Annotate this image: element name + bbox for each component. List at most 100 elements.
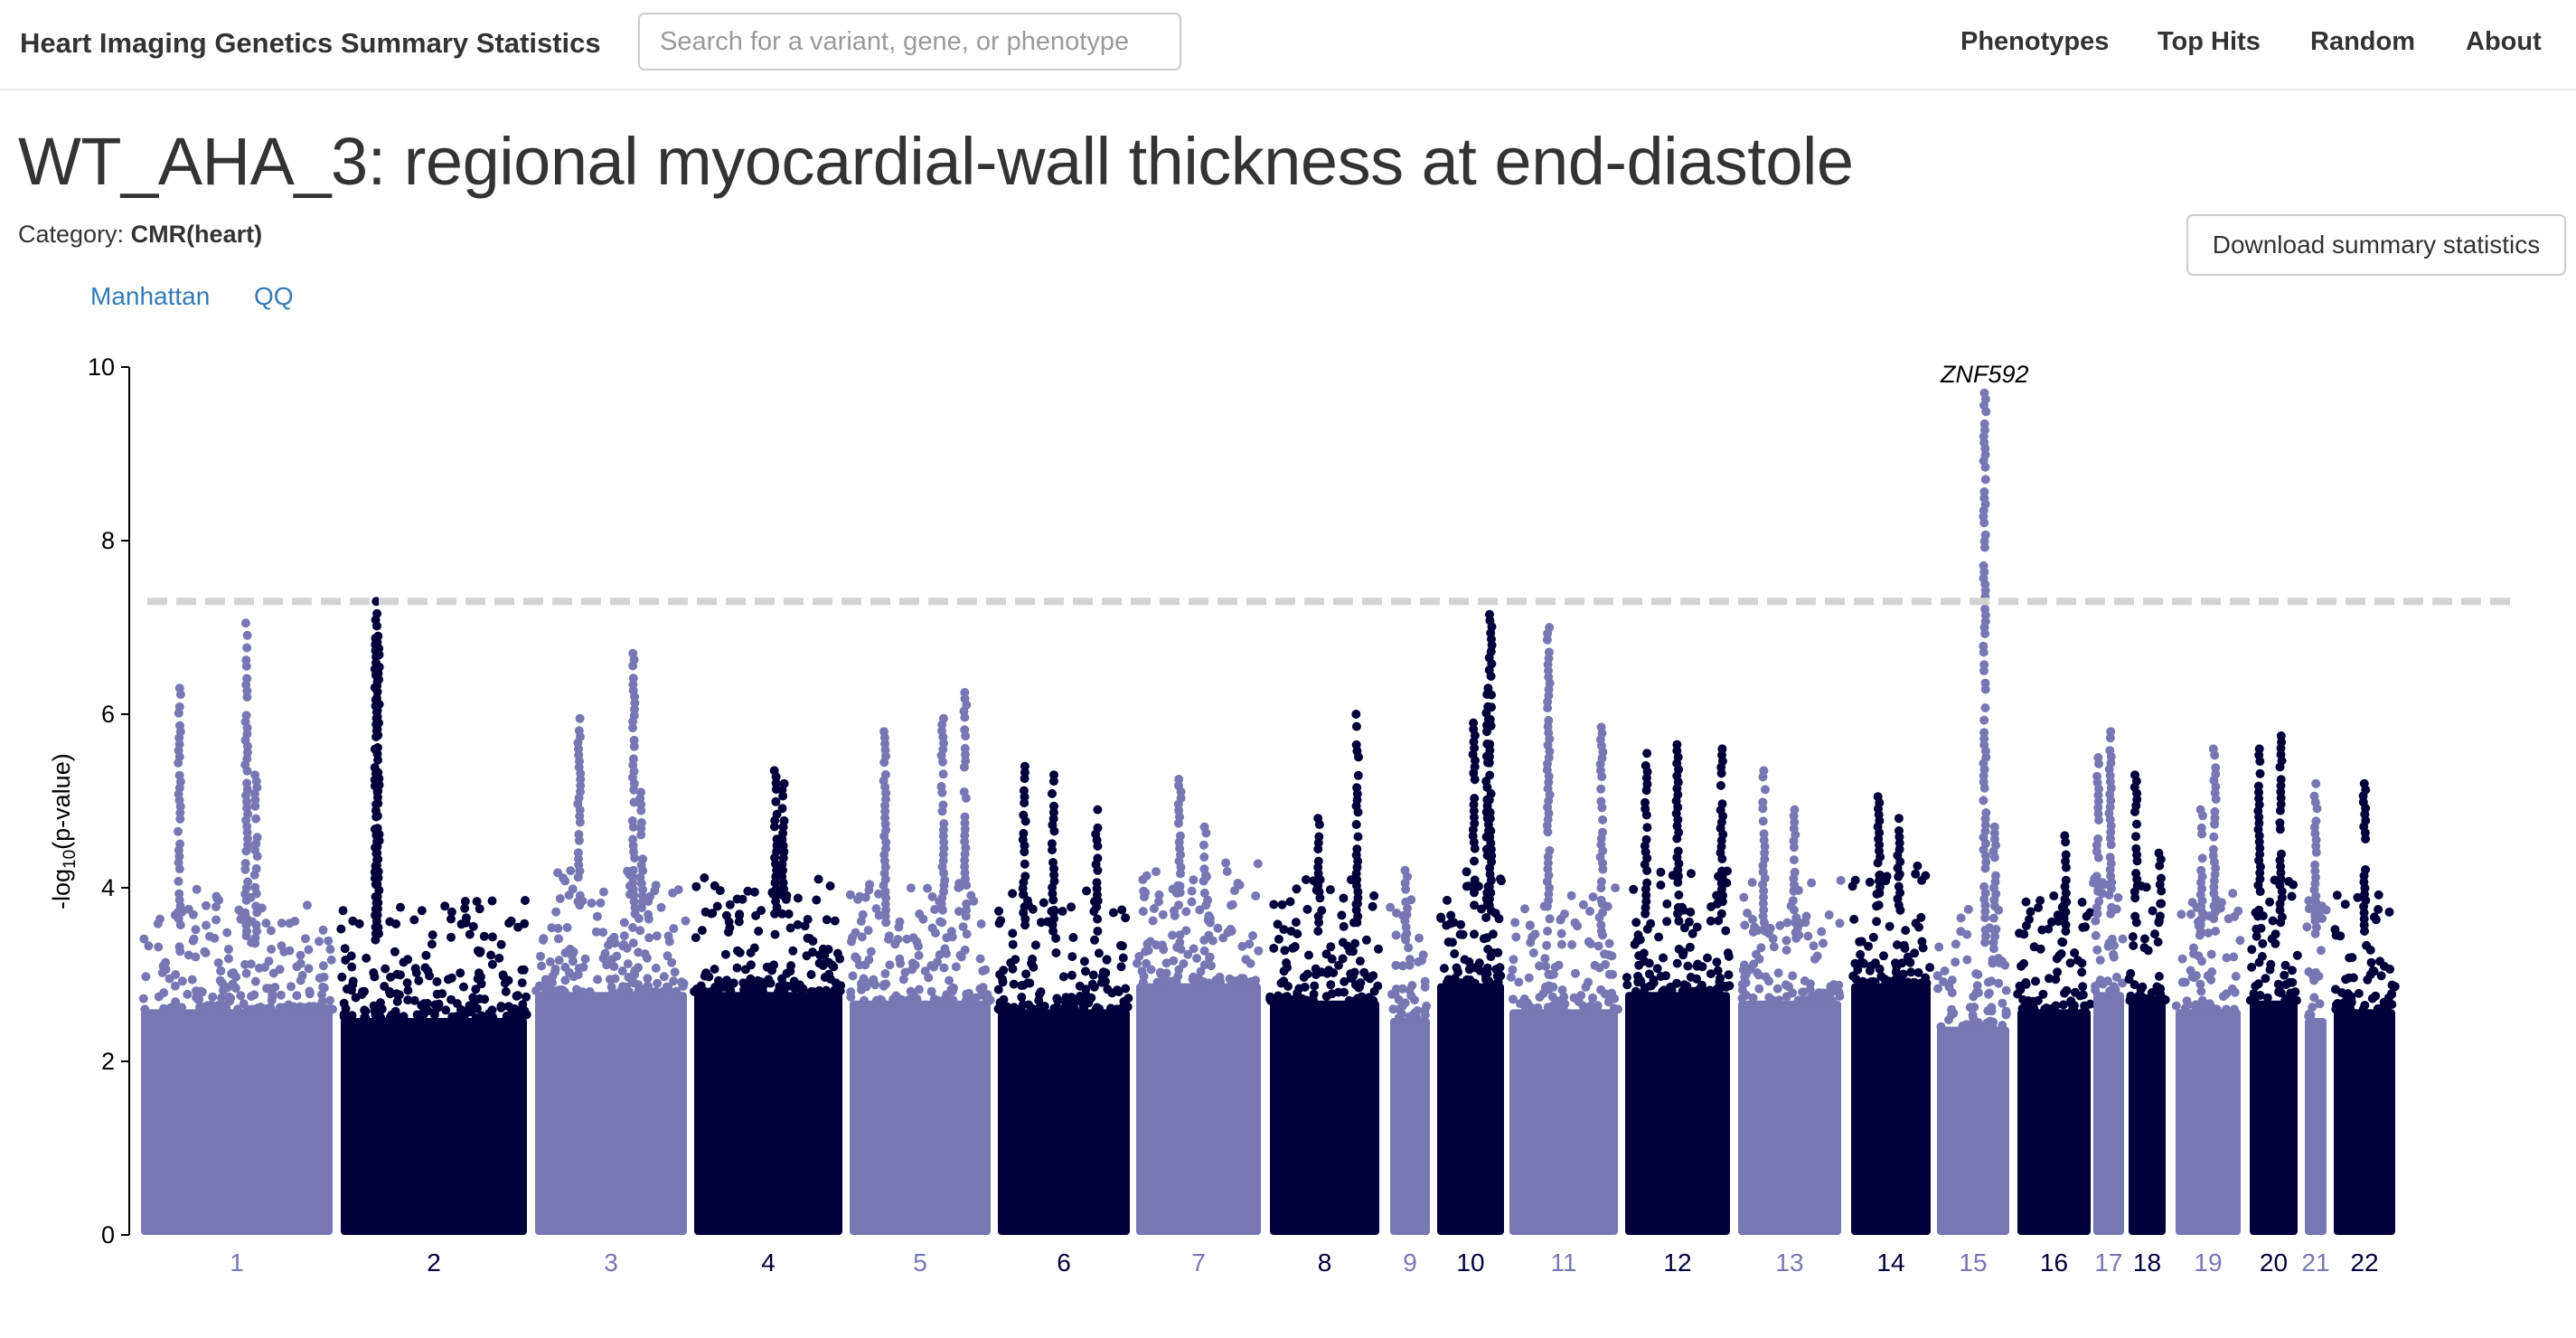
peak-snp-point bbox=[240, 908, 250, 918]
snp-point bbox=[370, 1006, 380, 1016]
snp-point bbox=[447, 932, 456, 942]
peak-snp-point bbox=[629, 735, 639, 745]
peak-snp-point bbox=[771, 778, 781, 788]
snp-point bbox=[487, 959, 497, 969]
chromosome-label-6: 6 bbox=[1057, 1248, 1071, 1277]
snp-point bbox=[1017, 981, 1027, 991]
snp-point bbox=[1313, 927, 1323, 936]
peak-snp-point bbox=[373, 768, 383, 777]
peak-snp-point bbox=[1598, 827, 1607, 837]
search-input[interactable] bbox=[638, 13, 1181, 71]
snp-point bbox=[450, 1012, 460, 1022]
snp-point bbox=[1589, 1004, 1598, 1013]
snp-point bbox=[187, 975, 197, 985]
snp-point bbox=[619, 931, 629, 941]
snp-point bbox=[1495, 963, 1505, 973]
snp-point bbox=[1971, 1017, 1980, 1027]
snp-point bbox=[1321, 949, 1331, 959]
snp-point bbox=[2273, 979, 2283, 989]
peak-snp-point bbox=[1049, 914, 1058, 924]
chromosome-label-20: 20 bbox=[2260, 1248, 2288, 1277]
peak-snp-point bbox=[2275, 818, 2285, 828]
snp-point bbox=[1339, 893, 1349, 903]
snp-point bbox=[1052, 1004, 1062, 1013]
peak-snp-point bbox=[2157, 899, 2167, 909]
snp-point bbox=[1548, 1004, 1558, 1013]
snp-point bbox=[2341, 975, 2351, 985]
snp-point bbox=[1535, 993, 1545, 1002]
snp-point bbox=[1029, 962, 1039, 972]
peak-snp-point bbox=[2211, 927, 2221, 936]
snp-point bbox=[1556, 915, 1565, 925]
snp-point bbox=[223, 954, 233, 964]
snp-point bbox=[2177, 954, 2187, 964]
snp-point bbox=[2016, 985, 2026, 994]
snp-point bbox=[2189, 949, 2198, 958]
peak-snp-point bbox=[1759, 892, 1768, 902]
snp-point bbox=[522, 992, 531, 1002]
snp-point bbox=[1807, 878, 1817, 888]
snp-point bbox=[1540, 954, 1550, 964]
snp-point bbox=[2368, 966, 2378, 975]
snp-point bbox=[1646, 919, 1656, 928]
peak-snp-point bbox=[1048, 788, 1057, 798]
chromosome-12-body bbox=[1625, 992, 1730, 1235]
snp-point bbox=[1994, 978, 2004, 988]
snp-point bbox=[994, 906, 1003, 916]
snp-point bbox=[422, 998, 432, 1008]
download-summary-button[interactable]: Download summary statistics bbox=[2186, 214, 2566, 276]
snp-point bbox=[1486, 952, 1496, 962]
snp-point bbox=[1947, 1004, 1957, 1014]
peak-snp-point bbox=[777, 804, 787, 814]
snp-point bbox=[2077, 898, 2087, 907]
snp-point bbox=[1269, 943, 1279, 953]
tab-qq[interactable]: QQ bbox=[254, 282, 294, 310]
snp-point bbox=[644, 914, 653, 924]
snp-point bbox=[381, 964, 390, 974]
peak-snp-point bbox=[1313, 814, 1323, 824]
peak-snp-point bbox=[1352, 844, 1362, 854]
peak-snp-point bbox=[1469, 718, 1479, 728]
nav-link-about[interactable]: About bbox=[2466, 27, 2542, 56]
snp-point bbox=[2095, 975, 2105, 985]
snp-point bbox=[1578, 900, 1588, 909]
snp-point bbox=[1280, 946, 1290, 956]
peak-snp-point bbox=[1019, 810, 1029, 820]
chromosome-label-17: 17 bbox=[2094, 1248, 2122, 1277]
peak-snp-point bbox=[2060, 831, 2070, 841]
y-tick-label: 0 bbox=[101, 1221, 115, 1248]
peak-snp-point bbox=[2105, 834, 2115, 843]
nav-link-top-hits[interactable]: Top Hits bbox=[2158, 27, 2261, 56]
snp-point bbox=[551, 907, 561, 917]
snp-point bbox=[1143, 946, 1153, 956]
peak-snp-point bbox=[1543, 858, 1553, 868]
tab-manhattan[interactable]: Manhattan bbox=[90, 282, 211, 310]
snp-point bbox=[623, 959, 633, 969]
peak-snp-point bbox=[2105, 733, 2115, 743]
snp-point bbox=[825, 881, 835, 890]
snp-point bbox=[2189, 973, 2199, 983]
snp-point bbox=[2250, 995, 2260, 1005]
nav-link-random[interactable]: Random bbox=[2310, 27, 2415, 56]
site-brand[interactable]: Heart Imaging Genetics Summary Statistic… bbox=[20, 27, 601, 59]
snp-point bbox=[1774, 995, 1784, 1005]
snp-point bbox=[1715, 985, 1725, 994]
snp-point bbox=[302, 900, 312, 910]
nav-link-phenotypes[interactable]: Phenotypes bbox=[1960, 27, 2110, 56]
snp-point bbox=[1857, 957, 1866, 967]
snp-point bbox=[1809, 941, 1819, 951]
snp-point bbox=[2255, 991, 2265, 1000]
snp-point bbox=[1051, 948, 1061, 957]
snp-point bbox=[2021, 977, 2031, 987]
snp-point bbox=[1086, 993, 1096, 1003]
peak-snp-point bbox=[1596, 722, 1606, 732]
chromosome-6-points bbox=[993, 761, 1133, 1235]
peak-snp-point bbox=[1093, 927, 1103, 936]
snp-point bbox=[1892, 962, 1902, 972]
snp-point bbox=[399, 1012, 409, 1022]
snp-point bbox=[1782, 936, 1791, 946]
peak-snp-point bbox=[1176, 793, 1186, 803]
snp-point bbox=[1889, 978, 1899, 988]
snp-point bbox=[656, 902, 666, 912]
peak-snp-point bbox=[1545, 914, 1555, 924]
